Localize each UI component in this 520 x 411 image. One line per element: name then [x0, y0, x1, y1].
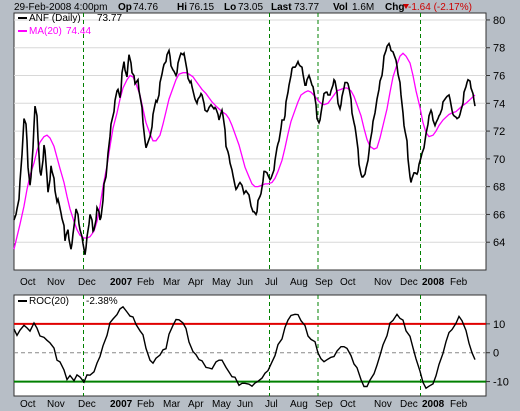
price-x-tick-label: 2008 — [422, 277, 445, 288]
price-x-tick-label: Dec — [400, 277, 418, 288]
price-y-tick-label: 80 — [493, 15, 505, 27]
roc-x-tick-label: May — [212, 399, 231, 410]
header-high-value: 76.15 — [189, 2, 214, 13]
price-x-tick-label: Nov — [374, 277, 392, 288]
legend-price-value: 73.77 — [97, 13, 122, 24]
roc-x-tick-label: 2007 — [110, 399, 133, 410]
price-x-tick-label: Mar — [163, 277, 181, 288]
roc-x-tick-label: 2008 — [422, 399, 445, 410]
roc-y-axis: -10 0 10 — [486, 319, 509, 389]
legend-ma-name: MA(20) — [29, 26, 62, 37]
header-volume-label: Vol — [333, 2, 348, 13]
price-plot-area — [13, 12, 487, 271]
price-y-tick-label: 74 — [493, 98, 505, 110]
price-y-tick-label: 66 — [493, 209, 505, 221]
price-y-tick-label: 64 — [493, 237, 505, 249]
roc-y-tick-label: -10 — [493, 377, 509, 389]
header-datetime: 29-Feb-2008 4:00pm — [14, 2, 107, 13]
roc-x-tick-label: Nov — [374, 399, 392, 410]
price-x-tick-label: Nov — [47, 277, 65, 288]
down-arrow-icon — [403, 4, 409, 9]
roc-x-tick-label: Mar — [163, 399, 181, 410]
roc-x-tick-label: Jun — [237, 399, 253, 410]
price-x-tick-label: Apr — [188, 277, 204, 288]
roc-x-tick-label: Jul — [265, 399, 278, 410]
header-volume-value: 1.6M — [352, 2, 374, 13]
price-panel: 64 66 68 70 72 74 76 78 80 ANF (Daily) 73.77 MA(… — [13, 12, 505, 271]
price-x-tick-label: Jun — [237, 277, 253, 288]
price-x-axis: Oct Nov Dec 2007 Feb Mar Apr May Jun Jul Aug Sep Oct… — [20, 277, 468, 288]
price-x-tick-label: Oct — [340, 277, 356, 288]
roc-legend: ROC(20) -2.38% — [18, 296, 118, 307]
roc-y-tick-label: 0 — [493, 348, 499, 360]
roc-x-tick-label: Aug — [290, 399, 308, 410]
header-change-value: -1.64 (-2.17%) — [408, 2, 472, 13]
price-vertical-markers — [83, 13, 421, 270]
legend-roc-name: ROC(20) — [29, 296, 69, 307]
price-series-line — [13, 41, 476, 255]
roc-x-tick-label: Apr — [188, 399, 204, 410]
header-high-label: Hi — [177, 2, 187, 13]
roc-x-tick-label: Oct — [340, 399, 356, 410]
price-x-tick-label: Feb — [450, 277, 468, 288]
legend-price-name: ANF (Daily) — [29, 13, 81, 24]
price-y-tick-label: 78 — [493, 43, 505, 55]
price-x-tick-label: Sep — [315, 277, 333, 288]
price-y-tick-label: 70 — [493, 154, 505, 166]
roc-y-tick-label: 10 — [493, 319, 505, 331]
roc-panel: -10 0 10 ROC(20) -2.38% — [13, 294, 509, 397]
legend-ma-value: 74.44 — [66, 26, 91, 37]
roc-x-axis: Oct Nov Dec 2007 Feb Mar Apr May Jun Jul Aug Sep Oct… — [20, 399, 468, 410]
price-y-tick-label: 68 — [493, 182, 505, 194]
roc-plot-area — [13, 294, 487, 397]
header-low-value: 73.05 — [238, 2, 263, 13]
legend-roc-value: -2.38% — [86, 296, 118, 307]
price-x-tick-label: 2007 — [110, 277, 133, 288]
roc-x-tick-label: Nov — [47, 399, 65, 410]
roc-x-tick-label: Dec — [78, 399, 96, 410]
roc-x-tick-label: Oct — [20, 399, 36, 410]
price-gridlines — [14, 19, 486, 243]
header-last-value: 73.77 — [294, 2, 319, 13]
price-x-tick-label: Jul — [265, 277, 278, 288]
roc-x-tick-label: Feb — [137, 399, 155, 410]
roc-x-tick-label: Dec — [400, 399, 418, 410]
price-x-tick-label: Oct — [20, 277, 36, 288]
quote-header: 29-Feb-2008 4:00pm Op 74.76 Hi 76.15 Lo … — [14, 2, 472, 13]
ma20-series-line — [13, 52, 476, 250]
price-x-tick-label: Aug — [290, 277, 308, 288]
header-last-label: Last — [271, 2, 292, 13]
header-open-label: Op — [118, 2, 132, 13]
roc-vertical-markers — [83, 295, 421, 396]
roc-x-tick-label: Sep — [315, 399, 333, 410]
header-low-label: Lo — [224, 2, 236, 13]
header-change-label: Chg — [385, 2, 404, 13]
price-x-tick-label: May — [212, 277, 231, 288]
roc-series-line — [13, 305, 476, 390]
price-y-axis: 64 66 68 70 72 74 76 78 80 — [486, 15, 505, 249]
header-open-value: 74.76 — [133, 2, 158, 13]
price-y-tick-label: 76 — [493, 71, 505, 83]
price-x-tick-label: Dec — [78, 277, 96, 288]
price-y-tick-label: 72 — [493, 126, 505, 138]
roc-x-tick-label: Feb — [450, 399, 468, 410]
price-x-tick-label: Feb — [137, 277, 155, 288]
price-legend: ANF (Daily) 73.77 MA(20) 74.44 — [18, 13, 122, 37]
